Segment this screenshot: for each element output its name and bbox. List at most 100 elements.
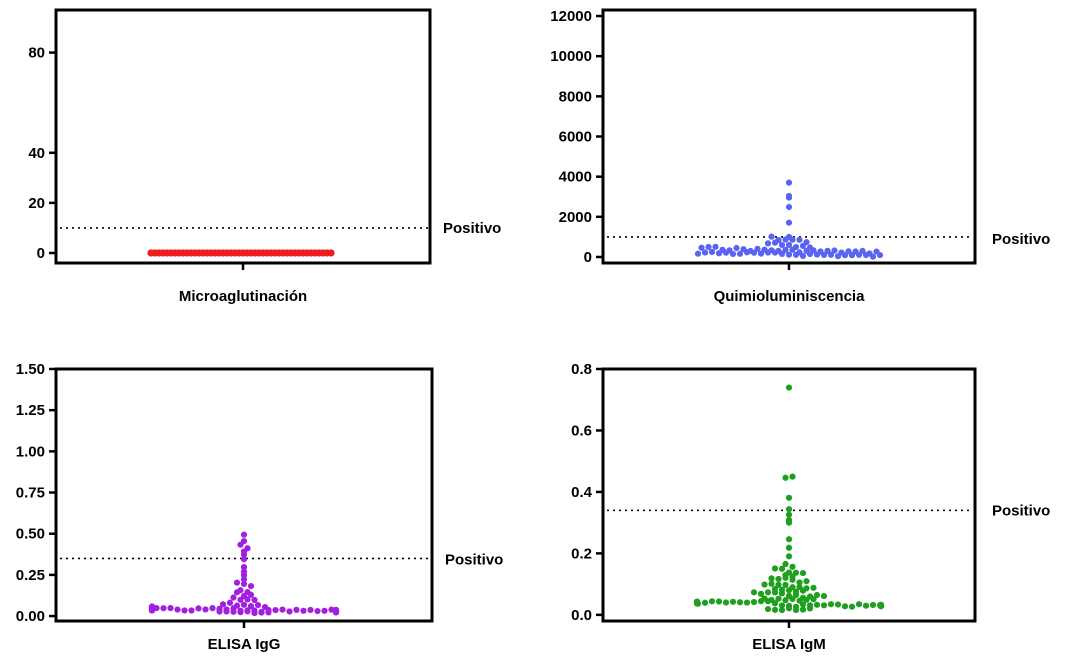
data-point — [219, 601, 227, 608]
data-point — [209, 605, 216, 612]
data-point — [279, 606, 286, 613]
data-point — [244, 596, 251, 603]
data-point — [782, 236, 789, 243]
threshold-label: Positivo — [992, 502, 1050, 519]
y-tick-label: 0.25 — [16, 567, 45, 584]
data-point — [827, 251, 835, 258]
data-point — [848, 252, 856, 259]
y-tick-label: 40 — [28, 145, 45, 162]
data-point — [792, 606, 800, 614]
data-point — [715, 598, 723, 605]
data-point — [820, 251, 828, 259]
data-point — [782, 560, 789, 568]
data-point — [314, 607, 321, 615]
chart-igm: 0.0 0.2 0.4 0.6 0.8 ELISA IgM Positivo — [571, 361, 1050, 653]
data-point — [265, 609, 272, 616]
data-point — [701, 599, 709, 606]
data-point — [750, 598, 758, 606]
data-point — [785, 519, 793, 526]
data-point — [694, 250, 702, 257]
y-tick-label: 1.25 — [16, 402, 45, 419]
data-point — [789, 595, 796, 603]
data-point — [834, 253, 842, 260]
data-point — [761, 581, 768, 588]
data-point — [181, 607, 188, 614]
y-tick-label: 6000 — [559, 129, 592, 146]
data-point — [841, 252, 849, 259]
data-point — [768, 575, 775, 582]
data-point — [202, 606, 209, 613]
data-point — [782, 597, 789, 604]
data-point — [827, 601, 835, 608]
data-point — [785, 511, 793, 518]
data-point — [195, 605, 202, 612]
data-point — [831, 247, 838, 254]
x-axis-label: Microaglutinación — [179, 288, 307, 305]
y-tick-label: 0.2 — [571, 545, 592, 562]
data-point — [254, 601, 262, 609]
y-tick-label: 20 — [28, 195, 45, 212]
data-point — [237, 541, 244, 548]
data-point — [167, 604, 174, 612]
y-tick-label: 0.75 — [16, 485, 45, 502]
data-point — [750, 589, 758, 596]
data-point — [785, 544, 793, 551]
data-point — [799, 242, 807, 250]
data-point — [799, 601, 807, 608]
data-point — [869, 601, 877, 609]
chart-micro: 0 20 40 80 Microaglutinación Positivo — [28, 8, 501, 305]
data-point — [729, 250, 737, 258]
data-point — [771, 565, 779, 572]
data-point — [240, 580, 248, 588]
data-point — [785, 219, 793, 226]
data-point — [708, 598, 716, 605]
data-point — [789, 576, 796, 583]
data-point — [722, 599, 730, 606]
data-point — [722, 249, 730, 256]
data-point — [321, 607, 328, 614]
data-point — [778, 606, 786, 614]
data-point — [240, 551, 248, 558]
data-point — [782, 574, 789, 581]
data-point — [247, 591, 255, 598]
data-point — [226, 599, 234, 606]
data-point — [771, 600, 779, 607]
data-point — [240, 556, 248, 563]
x-axis-label: ELISA IgG — [208, 636, 281, 653]
data-point — [785, 203, 793, 211]
data-point — [764, 605, 772, 613]
y-tick-label: 1.50 — [16, 361, 45, 378]
data-point — [876, 251, 884, 259]
threshold-label: Positivo — [992, 231, 1050, 248]
x-axis-label: Quimioluminiscencia — [714, 288, 866, 305]
data-point — [775, 575, 782, 583]
data-point — [216, 608, 223, 615]
y-tick-label: 10000 — [550, 48, 592, 65]
data-point — [230, 594, 237, 601]
data-point — [757, 590, 765, 597]
y-tick-label: 1.00 — [16, 443, 45, 460]
data-point — [705, 243, 712, 251]
data-point — [785, 194, 793, 201]
data-point — [841, 603, 849, 610]
data-point — [233, 589, 241, 596]
data-point — [233, 579, 241, 586]
data-point — [743, 249, 751, 256]
data-point — [247, 602, 255, 610]
data-point — [869, 253, 877, 260]
y-tick-label: 4000 — [559, 169, 592, 186]
data-point — [813, 251, 821, 258]
y-tick-label: 0.0 — [571, 607, 592, 624]
data-point — [237, 609, 244, 616]
data-point — [782, 246, 789, 253]
data-point — [810, 596, 817, 603]
data-point — [785, 179, 793, 186]
y-tick-label: 0.00 — [16, 608, 45, 625]
data-point — [806, 250, 814, 258]
data-point — [160, 605, 167, 612]
y-tick-label: 0 — [584, 249, 592, 266]
data-point — [757, 250, 765, 257]
data-point — [764, 240, 772, 247]
data-point — [240, 576, 248, 583]
data-point — [855, 601, 863, 608]
